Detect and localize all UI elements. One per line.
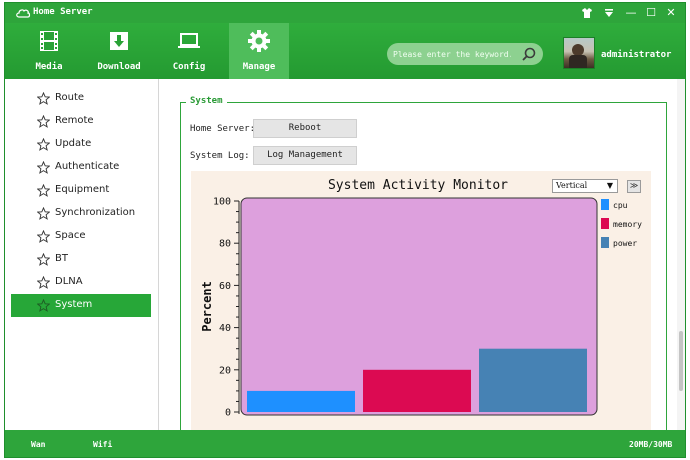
section-title: System [186, 96, 227, 106]
legend-label-cpu: cpu [613, 201, 628, 210]
tab-config-label: Config [172, 62, 206, 72]
sidebar-item-label: Update [55, 138, 92, 149]
sidebar-item-label: System [55, 299, 93, 310]
cloud-icon [16, 9, 31, 18]
avatar-head [572, 44, 584, 56]
close-button[interactable]: ✕ [666, 6, 676, 19]
dropdown-menu-icon[interactable] [601, 5, 617, 21]
scrollbar-thumb[interactable] [679, 331, 683, 391]
username[interactable]: administrator [601, 50, 672, 60]
avatar[interactable] [563, 37, 595, 69]
star-icon [37, 230, 50, 243]
y-tick-label: 60 [219, 281, 231, 292]
sidebar-item-bt[interactable]: BT [11, 248, 151, 271]
y-tick-label: 100 [213, 197, 231, 208]
status-bar: Wan Wifi 20MB/30MB [5, 430, 685, 457]
bar-memory [363, 369, 471, 412]
tab-download-label: Download [97, 62, 141, 72]
legend-swatch-power [601, 237, 609, 248]
sidebar-item-label: Route [55, 92, 85, 103]
y-tick-label: 80 [219, 239, 231, 250]
sidebar-item-label: Authenticate [55, 161, 120, 172]
sidebar-item-system[interactable]: System [11, 294, 151, 317]
star-icon [37, 138, 50, 151]
legend-swatch-cpu [601, 199, 609, 210]
y-axis-title: Percent [200, 281, 214, 332]
minimize-button[interactable]: — [625, 6, 637, 19]
app-window: Home Server — ☐ ✕ Media [4, 2, 686, 458]
chart-canvas: 0 20 40 60 80 100 Percent cpu memory power [200, 197, 642, 419]
orientation-value: Vertical [556, 181, 588, 190]
search-icon[interactable] [521, 46, 537, 62]
search-input[interactable] [393, 46, 511, 62]
y-tick-label: 0 [225, 408, 231, 419]
tab-download[interactable]: Download [89, 23, 149, 79]
search-box [387, 43, 543, 65]
star-icon [37, 207, 50, 220]
sidebar-item-space[interactable]: Space [11, 225, 151, 248]
legend-label-power: power [613, 239, 637, 248]
chevron-down-icon: ▼ [606, 181, 613, 190]
bar-power [479, 348, 587, 412]
sidebar-item-update[interactable]: Update [11, 133, 151, 156]
storage-usage: 20MB/30MB [629, 440, 673, 449]
laptop-icon [178, 33, 200, 48]
legend-label-memory: memory [613, 220, 642, 229]
sidebar-item-route[interactable]: Route [11, 87, 151, 110]
system-log-label: System Log: [190, 151, 250, 161]
sidebar-item-dlna[interactable]: DLNA [11, 271, 151, 294]
log-management-button[interactable]: Log Management [253, 146, 357, 165]
home-server-label: Home Server: [190, 124, 256, 134]
shirt-icon[interactable] [579, 5, 595, 21]
star-icon [37, 161, 50, 174]
wan-status: Wan [31, 440, 46, 449]
title-bar: Home Server — ☐ ✕ [5, 3, 685, 23]
sidebar-item-remote[interactable]: Remote [11, 110, 151, 133]
sidebar-item-synchronization[interactable]: Synchronization [11, 202, 151, 225]
star-icon [37, 184, 50, 197]
reboot-button[interactable]: Reboot [253, 119, 357, 138]
bar-cpu [247, 390, 355, 412]
activity-chart: 0 20 40 60 80 100 Percent cpu memory power System… [191, 171, 651, 430]
sidebar-item-label: Space [55, 230, 86, 241]
gear-icon [248, 30, 270, 52]
tab-media-label: Media [35, 62, 63, 72]
sidebar-item-label: BT [55, 253, 68, 264]
tab-media[interactable]: Media [19, 23, 79, 79]
y-tick-label: 40 [219, 323, 231, 334]
app-title: Home Server [33, 7, 93, 17]
system-fieldset [180, 102, 667, 430]
star-icon [37, 299, 50, 312]
vertical-scrollbar[interactable] [677, 79, 685, 430]
star-icon [37, 276, 50, 289]
sidebar-item-equipment[interactable]: Equipment [11, 179, 151, 202]
main-panel: System Home Server: Reboot System Log: L… [160, 79, 685, 430]
legend-swatch-memory [601, 218, 609, 229]
maximize-button[interactable]: ☐ [646, 6, 656, 19]
wifi-status: Wifi [93, 440, 113, 449]
tab-manage[interactable]: Manage [229, 23, 289, 79]
download-icon [110, 32, 128, 50]
star-icon [37, 115, 50, 128]
star-icon [37, 253, 50, 266]
tab-config[interactable]: Config [159, 23, 219, 79]
sidebar-item-label: Synchronization [55, 207, 136, 218]
main-toolbar: Media Download Config [5, 23, 685, 79]
chart-title: System Activity Monitor [327, 178, 508, 193]
sidebar-item-authenticate[interactable]: Authenticate [11, 156, 151, 179]
avatar-body [569, 55, 587, 68]
sidebar-item-label: Remote [55, 115, 94, 126]
sidebar-item-label: DLNA [55, 276, 83, 287]
sidebar: Route Remote Update Authenticate Equipme… [5, 79, 159, 430]
expand-button[interactable]: ≫ [627, 180, 641, 193]
star-icon [37, 92, 50, 105]
sidebar-item-label: Equipment [55, 184, 110, 195]
tab-manage-label: Manage [242, 62, 276, 72]
y-tick-label: 20 [219, 365, 231, 376]
film-icon [40, 31, 58, 51]
orientation-select[interactable]: Vertical ▼ [552, 179, 618, 193]
